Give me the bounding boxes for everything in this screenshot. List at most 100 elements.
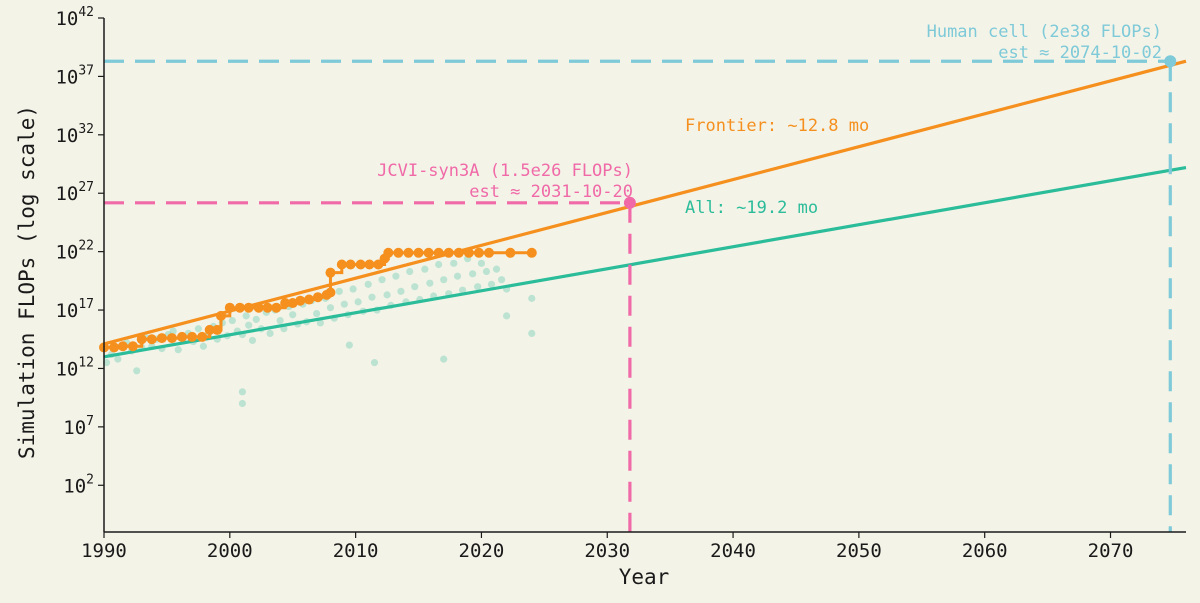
frontier-data-point: [216, 310, 227, 321]
y-tick-label: 1022: [55, 239, 94, 264]
all-data-point: [169, 327, 177, 335]
frontier-data-point: [345, 259, 356, 270]
all-data-point: [252, 315, 260, 323]
all-data-point: [440, 276, 448, 284]
fit-lines-layer: [103, 59, 1187, 359]
all-data-point: [335, 287, 343, 295]
frontier-data-point: [383, 247, 394, 258]
all-data-point: [114, 355, 122, 363]
all-data-point: [458, 286, 467, 294]
all-data-point: [199, 342, 207, 350]
all-data-point: [174, 346, 182, 354]
jcvi-annotation-date: est ≈ 2031-10-20: [469, 182, 633, 202]
jcvi-annotation-title: JCVI-syn3A (1.5e26 FLOPs): [377, 161, 633, 181]
all-data-point: [345, 341, 353, 349]
frontier-data-point: [271, 302, 282, 313]
axes-layer: 1990 2000 2010 2020 2030 2040 2050 2060 2070 102 1…: [55, 5, 1186, 562]
all-data-point: [378, 276, 386, 284]
frontier-data-point: [364, 259, 375, 270]
frontier-data-point: [280, 298, 291, 309]
frontier-data-point: [304, 294, 315, 305]
frontier-data-point: [177, 331, 188, 342]
frontier-data-point: [127, 341, 138, 352]
frontier-data-point: [423, 247, 434, 258]
frontier-data-point: [505, 247, 516, 258]
y-tick-label: 102: [63, 472, 94, 497]
all-data-point: [469, 270, 477, 278]
all-points-layer: [102, 255, 536, 408]
frontier-data-point: [136, 334, 147, 345]
frontier-data-point: [295, 295, 306, 306]
frontier-data-point: [373, 259, 384, 270]
frontier-data-point: [197, 331, 208, 342]
all-data-point: [326, 304, 335, 312]
frontier-data-point: [234, 302, 245, 313]
all-data-point: [228, 316, 236, 325]
frontier-data-point: [243, 302, 254, 313]
frontier-data-point: [393, 247, 404, 258]
x-axis-title: Year: [619, 565, 670, 589]
x-tick-label: 2070: [1088, 540, 1134, 562]
all-data-point: [354, 298, 362, 306]
frontier-data-point: [453, 247, 464, 258]
all-data-point: [503, 312, 511, 320]
x-tick-label: 2040: [710, 540, 756, 562]
all-data-point: [435, 260, 443, 269]
all-data-point: [392, 272, 400, 280]
all-data-point: [397, 287, 405, 295]
frontier-data-point: [463, 247, 474, 258]
all-data-point: [349, 285, 357, 293]
all-data-point: [238, 388, 246, 396]
frontier-data-point: [526, 247, 537, 258]
y-tick-label: 1037: [55, 63, 94, 88]
all-data-point: [487, 280, 496, 288]
all-data-point: [492, 265, 501, 273]
all-data-point: [245, 321, 253, 329]
frontier-data-point: [287, 298, 298, 309]
all-data-point: [383, 291, 391, 299]
all-data-point: [406, 267, 414, 276]
frontier-data-point: [473, 247, 484, 258]
y-tick-label: 1012: [55, 355, 94, 380]
all-data-point: [528, 294, 536, 302]
frontier-label: Frontier: ~12.8 mo: [685, 116, 869, 136]
all-data-point: [133, 367, 141, 375]
x-tick-label: 2000: [207, 540, 253, 562]
frontier-data-point: [262, 302, 273, 313]
all-data-point: [266, 329, 274, 338]
all-data-point: [477, 259, 486, 267]
jcvi-target-marker: [623, 196, 636, 209]
frontier-data-point: [413, 247, 424, 258]
all-trend-line: [103, 165, 1187, 359]
frontier-data-point: [212, 324, 223, 335]
x-tick-label: 2060: [962, 540, 1008, 562]
human-annotation-title: Human cell (2e38 FLOPs): [927, 22, 1162, 42]
all-data-point: [242, 312, 250, 320]
x-tick-label: 2010: [333, 540, 379, 562]
all-data-point: [289, 311, 297, 319]
all-data-point: [340, 300, 348, 308]
all-data-point: [528, 329, 536, 338]
frontier-data-point: [156, 333, 167, 344]
all-data-point: [368, 293, 376, 301]
y-axis-title: Simulation FLOPs (log scale): [15, 105, 39, 459]
frontier-data-point: [187, 331, 198, 342]
frontier-data-point: [146, 334, 157, 345]
frontier-data-point: [253, 302, 264, 313]
frontier-data-point: [403, 247, 414, 258]
all-data-point: [426, 279, 434, 287]
frontier-data-point: [166, 333, 177, 344]
target-guides-layer: [104, 55, 1177, 532]
all-data-point: [194, 325, 202, 333]
human-annotation-date: est ≈ 2074-10-02: [998, 43, 1162, 63]
all-data-point: [474, 283, 482, 291]
y-tick-label: 107: [63, 414, 94, 439]
frontier-data-point: [355, 259, 366, 270]
frontier-data-point: [117, 341, 128, 352]
y-tick-label: 1042: [55, 5, 94, 30]
all-data-point: [364, 280, 372, 288]
all-data-point: [411, 283, 419, 291]
all-data-point: [497, 276, 506, 284]
human-target-marker: [1164, 55, 1177, 68]
